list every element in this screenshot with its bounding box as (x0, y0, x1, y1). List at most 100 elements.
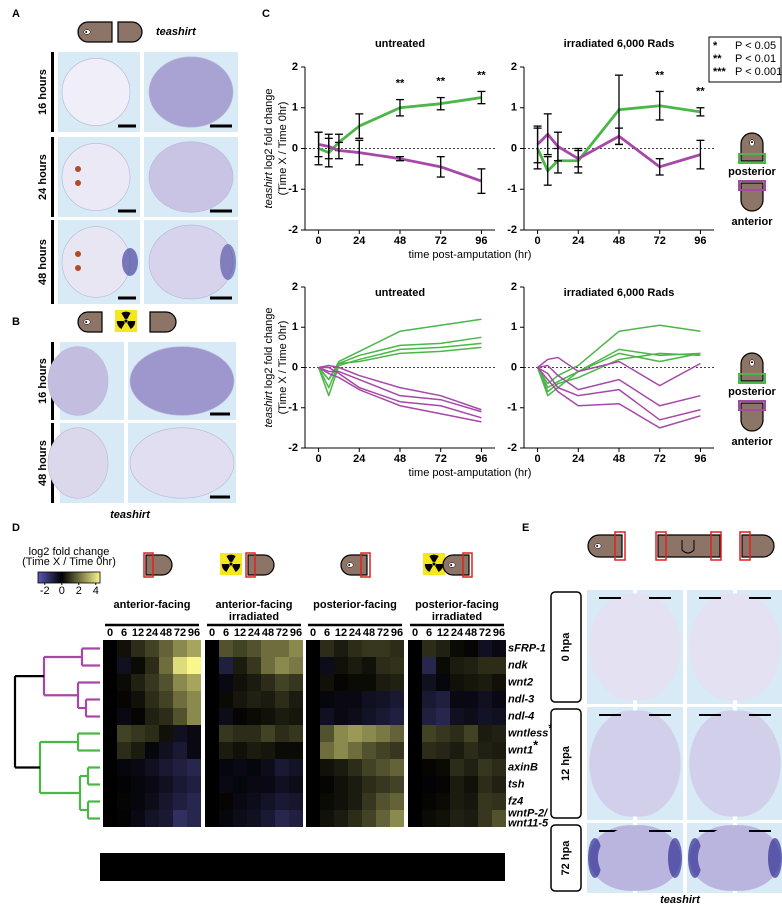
heatmap-cell (422, 708, 436, 725)
heatmap-cell (436, 640, 450, 657)
heatmap-cell (362, 793, 376, 810)
panel-label: E (522, 522, 529, 534)
worm-pupil (751, 141, 753, 144)
error-bar (543, 113, 552, 156)
heatmap-cell (145, 776, 159, 793)
heatmap-cell (320, 708, 334, 725)
worm-pupil (596, 545, 599, 547)
y-tick-label: 1 (292, 102, 298, 114)
heatmap-cell (275, 674, 289, 691)
heatmap-cell (348, 674, 362, 691)
heatmap-cell (233, 793, 247, 810)
heatmap-cell (320, 793, 334, 810)
heatmap-cell (348, 725, 362, 742)
heatmap-cell (103, 657, 117, 674)
error-bar (334, 141, 343, 160)
heatmap-cell (464, 810, 478, 827)
series-line (537, 366, 701, 421)
y-axis-label-text: log2 fold change (263, 89, 275, 170)
x-tick-label: 24 (353, 235, 366, 247)
heatmap-cell (436, 708, 450, 725)
column-label: 6 (121, 627, 127, 639)
group-label: anterior-facing (113, 599, 190, 611)
heatmap-cell (376, 776, 390, 793)
heatmap-cell (233, 725, 247, 742)
column-label: 96 (391, 627, 403, 639)
radiation-blade (435, 564, 444, 573)
gene-label: wnt2 (508, 676, 533, 688)
heatmap-cell (289, 725, 303, 742)
heatmap-cell (436, 810, 450, 827)
heatmap-cell (131, 708, 145, 725)
heatmap-cell (159, 742, 173, 759)
colorbar-tick-label: 0 (59, 585, 65, 597)
heatmap-cell (173, 657, 187, 674)
colorbar-label: (Time X / Time 0hr) (22, 556, 116, 568)
heatmap-cell (117, 725, 131, 742)
x-axis-label: time post-amputation (hr) (409, 249, 532, 261)
specimen (597, 710, 681, 817)
heatmap-cell (103, 759, 117, 776)
x-tick-label: 48 (394, 453, 406, 465)
heatmap-cell (408, 725, 422, 742)
heatmap-cell (376, 742, 390, 759)
gene-name: fz4 (508, 795, 523, 807)
heatmap-cell (247, 742, 261, 759)
heatmap-cell (334, 640, 348, 657)
heatmap-cell (145, 759, 159, 776)
series-line (318, 364, 482, 411)
row-label-bar (51, 52, 54, 132)
heatmap-cell (492, 776, 506, 793)
heatmap-cell (145, 640, 159, 657)
heatmap-cell (334, 708, 348, 725)
specimen (697, 593, 781, 701)
heatmap-cell (159, 708, 173, 725)
heatmap-cell (334, 691, 348, 708)
heatmap-cell (362, 708, 376, 725)
heatmap-cell (334, 793, 348, 810)
heatmap-cell (390, 810, 404, 827)
y-tick-label: 2 (511, 281, 517, 293)
heatmap-cell (436, 657, 450, 674)
class-label: *wound-induced (397, 861, 483, 873)
heatmap-cell (219, 691, 233, 708)
y-tick-label: 2 (511, 61, 517, 73)
heatmap-cell (436, 725, 450, 742)
heatmap-cell (492, 657, 506, 674)
row-label: 16 hours (37, 358, 49, 404)
heatmap-cell (492, 742, 506, 759)
row-label-bar (51, 220, 54, 304)
heatmap-cell (219, 793, 233, 810)
heatmap-cell (145, 725, 159, 742)
heatmap-cell (289, 810, 303, 827)
radiation-center (124, 319, 128, 323)
heatmap-cell (320, 674, 334, 691)
heatmap-cell (187, 640, 201, 657)
worm-pupil (348, 564, 351, 566)
worm-icon (740, 402, 764, 432)
error-bar (477, 168, 486, 194)
heatmap-cell (219, 776, 233, 793)
heatmap-cell (334, 742, 348, 759)
row-label: 12 hpa (560, 745, 572, 781)
heatmap-cell (205, 674, 219, 691)
heatmap-cell (492, 674, 506, 691)
colorbar-label: log2 fold change (29, 546, 110, 558)
heatmap-cell (436, 674, 450, 691)
heatmap-cell (117, 776, 131, 793)
heatmap-cell (275, 708, 289, 725)
heatmap-cell (408, 708, 422, 725)
column-label: 24 (451, 627, 464, 639)
row-label: 16 hours (37, 69, 49, 115)
heatmap-cell (187, 674, 201, 691)
heatmap-cell (261, 776, 275, 793)
colorbar (37, 571, 101, 584)
heatmap-cell (306, 776, 320, 793)
panel-label: C (262, 8, 270, 20)
x-tick-label: 72 (654, 453, 666, 465)
region-box (739, 531, 751, 561)
heatmap-cell (422, 640, 436, 657)
heatmap-cell (362, 691, 376, 708)
heatmap-cell (320, 640, 334, 657)
x-tick-label: 0 (535, 453, 541, 465)
